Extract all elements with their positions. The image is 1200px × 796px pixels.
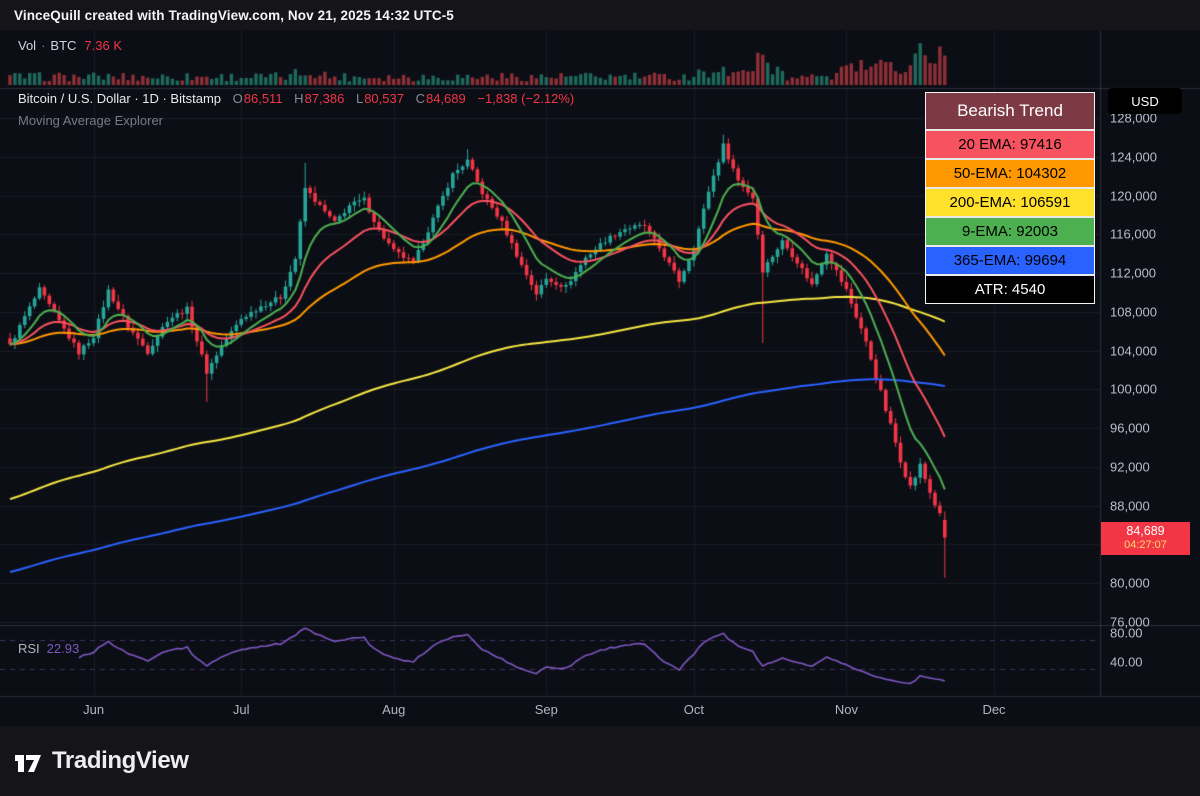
- indicator-title[interactable]: Moving Average Explorer: [18, 113, 164, 128]
- attribution-bar: VinceQuill created with TradingView.com,…: [0, 0, 1200, 30]
- rsi-label: RSI: [18, 641, 40, 656]
- legend-row: 50-EMA: 104302: [926, 160, 1094, 187]
- footer-bar: TradingView: [0, 726, 1200, 796]
- change-value: −1,838 (−2.12%): [477, 91, 575, 106]
- volume-pane-legend: Vol · BTC 7.36 K: [18, 38, 122, 53]
- price-axis-label: 88,000: [1110, 498, 1150, 514]
- high-label: H: [294, 91, 304, 106]
- last-price-badge: 84,689 04:27:07: [1101, 521, 1190, 555]
- tradingview-logo-icon[interactable]: [13, 746, 43, 776]
- symbol-info-line: Bitcoin / U.S. Dollar · 1D · Bitstamp O8…: [18, 91, 574, 106]
- volume-label: Vol: [18, 38, 37, 53]
- time-axis-label: Jul: [232, 702, 250, 717]
- price-axis-label: 120,000: [1110, 188, 1157, 204]
- time-axis-label: Dec: [982, 702, 1006, 717]
- time-axis-label: Sep: [534, 702, 558, 717]
- time-axis-label: Jun: [83, 702, 105, 717]
- price-axis-label: 96,000: [1110, 420, 1150, 436]
- high-value: 87,386: [304, 91, 345, 106]
- price-axis-label: 100,000: [1110, 381, 1157, 397]
- close-value: 84,689: [425, 91, 466, 106]
- currency-toggle-button[interactable]: USD: [1108, 88, 1182, 114]
- open-value: 86,511: [243, 91, 283, 106]
- rsi-value: 22.93: [46, 641, 80, 656]
- rsi-axis-label: 40.00: [1110, 654, 1143, 670]
- trend-status-header: Bearish Trend: [926, 93, 1094, 129]
- badge-countdown: 04:27:07: [1124, 538, 1167, 551]
- time-axis-label: Nov: [834, 702, 858, 717]
- price-axis-label: 80,000: [1110, 575, 1150, 591]
- volume-value: 7.36 K: [84, 38, 123, 53]
- brand-name[interactable]: TradingView: [52, 747, 189, 774]
- low-label: L: [355, 91, 364, 106]
- badge-price: 84,689: [1126, 523, 1165, 538]
- rsi-legend: RSI 22.93: [18, 641, 79, 656]
- price-axis-label: 116,000: [1110, 226, 1157, 242]
- attribution-text: VinceQuill created with TradingView.com,…: [14, 7, 454, 23]
- price-axis-label: 128,000: [1110, 110, 1157, 126]
- legend-row: 200-EMA: 106591: [926, 189, 1094, 216]
- time-axis-label: Oct: [683, 702, 704, 717]
- time-axis-label: Aug: [382, 702, 406, 717]
- trend-status-table: Bearish Trend 20 EMA: 97416 50-EMA: 10430…: [925, 92, 1095, 304]
- price-axis-label: 104,000: [1110, 343, 1157, 359]
- price-axis-label: 112,000: [1110, 265, 1157, 281]
- chart-area: Vol · BTC 7.36 K Bitcoin / U.S. Dollar · 1D…: [0, 30, 1200, 726]
- legend-row: ATR: 4540: [926, 276, 1094, 303]
- symbol-title[interactable]: Bitcoin / U.S. Dollar · 1D · Bitstamp: [18, 91, 221, 106]
- legend-row: 365-EMA: 99694: [926, 247, 1094, 274]
- price-axis-label: 124,000: [1110, 149, 1157, 165]
- separator-dot: ·: [41, 38, 46, 53]
- price-axis-label: 76,000: [1110, 614, 1150, 630]
- open-label: O: [232, 91, 243, 106]
- low-value: 80,537: [364, 91, 404, 106]
- volume-symbol: BTC: [50, 38, 77, 53]
- legend-row: 20 EMA: 97416: [926, 131, 1094, 158]
- price-axis-label: 92,000: [1110, 459, 1150, 475]
- time-axis[interactable]: Jun Jul Aug Sep Oct Nov Dec: [0, 696, 1100, 726]
- close-label: C: [415, 91, 425, 106]
- rsi-axis-label: 80.00: [1110, 625, 1143, 641]
- price-axis[interactable]: 128,000 124,000 120,000 116,000 112,000 108,0…: [1100, 30, 1200, 726]
- legend-row: 9-EMA: 92003: [926, 218, 1094, 245]
- price-axis-label: 108,000: [1110, 304, 1157, 320]
